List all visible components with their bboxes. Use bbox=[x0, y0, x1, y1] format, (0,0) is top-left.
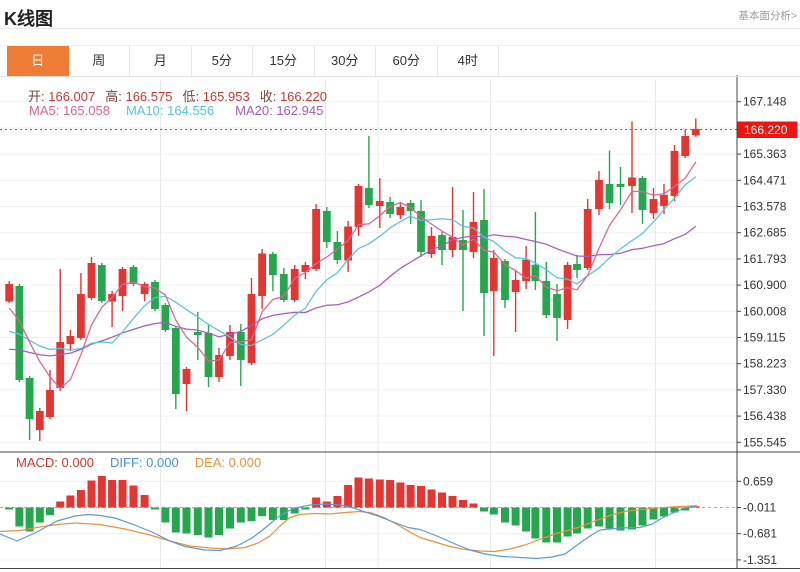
svg-text:155.545: 155.545 bbox=[743, 435, 787, 449]
svg-text:163.578: 163.578 bbox=[743, 200, 787, 214]
svg-text:160.008: 160.008 bbox=[743, 304, 787, 318]
svg-text:0.659: 0.659 bbox=[743, 474, 773, 488]
svg-text:164.471: 164.471 bbox=[743, 173, 787, 187]
svg-text:157.330: 157.330 bbox=[743, 383, 787, 397]
svg-text:-0.011: -0.011 bbox=[743, 501, 776, 515]
svg-text:165.363: 165.363 bbox=[743, 147, 787, 161]
svg-text:-1.351: -1.351 bbox=[743, 553, 777, 567]
svg-text:162.685: 162.685 bbox=[743, 226, 787, 240]
svg-text:156.438: 156.438 bbox=[743, 409, 787, 423]
svg-text:158.223: 158.223 bbox=[743, 357, 787, 371]
svg-text:167.148: 167.148 bbox=[743, 95, 787, 109]
svg-text:166.220: 166.220 bbox=[744, 123, 788, 137]
svg-text:161.793: 161.793 bbox=[743, 252, 787, 266]
svg-text:-0.681: -0.681 bbox=[743, 527, 777, 541]
svg-text:159.115: 159.115 bbox=[743, 331, 786, 345]
svg-text:160.900: 160.900 bbox=[743, 278, 787, 292]
